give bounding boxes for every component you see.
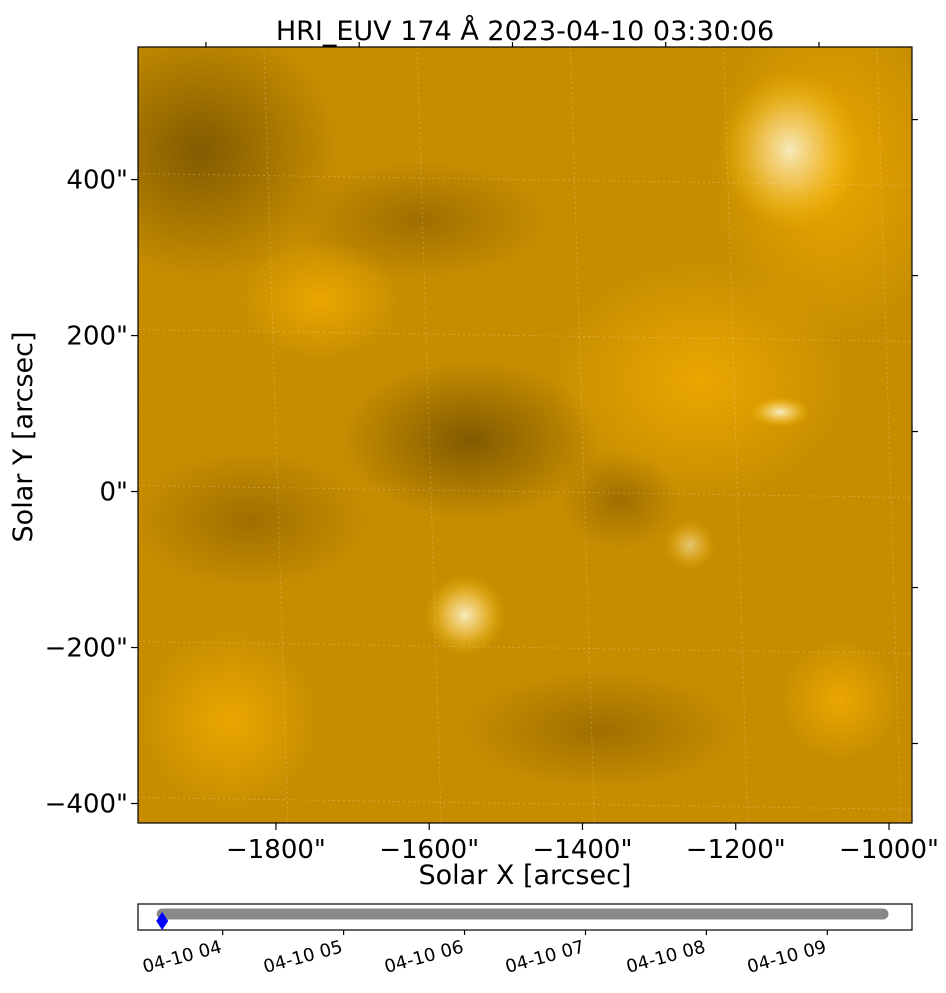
timeline-tick-label: 04-10 08 bbox=[624, 937, 708, 978]
grid-line-y bbox=[138, 797, 912, 810]
y-tick-label: 0" bbox=[99, 478, 128, 508]
x-axis: −1800" −1600" −1400" −1200" −1000" bbox=[226, 823, 939, 865]
grid-line-x bbox=[416, 47, 442, 823]
x-tick-label: −1000" bbox=[839, 835, 939, 865]
timeline-tick-label: 04-10 06 bbox=[382, 937, 466, 978]
x-tick-label: −1800" bbox=[226, 835, 326, 865]
y-tick-label: −200" bbox=[45, 634, 128, 664]
grid-line-y bbox=[138, 485, 912, 498]
grid-line-x bbox=[570, 47, 595, 823]
timeline-tick-label: 04-10 07 bbox=[503, 937, 587, 978]
grid-line-y bbox=[138, 173, 912, 186]
timeline-frame bbox=[137, 903, 913, 931]
grid-line-y bbox=[138, 641, 912, 654]
x-tick-label: −1400" bbox=[533, 835, 633, 865]
y-axis-label: Solar Y [arcsec] bbox=[8, 332, 39, 543]
chart-title: HRI_EUV 174 Å 2023-04-10 03:30:06 bbox=[276, 15, 774, 47]
x-axis-label: Solar X [arcsec] bbox=[419, 860, 632, 891]
y-axis: 400" 200" 0" −200" −400" bbox=[45, 166, 138, 820]
right-axis-ticks bbox=[912, 118, 918, 745]
timeline-tick-label: 04-10 04 bbox=[140, 937, 224, 978]
euv-image bbox=[138, 47, 912, 823]
grid-line-y bbox=[138, 329, 912, 342]
top-axis-ticks bbox=[205, 42, 820, 47]
timeline-tick-label: 04-10 09 bbox=[745, 937, 829, 978]
timeline-tick-label: 04-10 05 bbox=[261, 937, 345, 978]
x-tick-label: −1600" bbox=[379, 835, 479, 865]
grid-line-x bbox=[263, 47, 289, 823]
y-tick-label: 200" bbox=[66, 322, 128, 352]
y-tick-label: −400" bbox=[45, 790, 128, 820]
coordinate-grid bbox=[138, 47, 912, 823]
timeline-current-marker bbox=[156, 912, 169, 930]
plot-frame bbox=[137, 46, 913, 824]
grid-line-x bbox=[876, 47, 902, 823]
y-tick-label: 400" bbox=[66, 166, 128, 196]
grid-line-x bbox=[723, 47, 749, 823]
timeline-axis: 04-10 04 04-10 05 04-10 06 04-10 07 04-10 08… bbox=[140, 930, 829, 978]
x-tick-label: −1200" bbox=[686, 835, 786, 865]
